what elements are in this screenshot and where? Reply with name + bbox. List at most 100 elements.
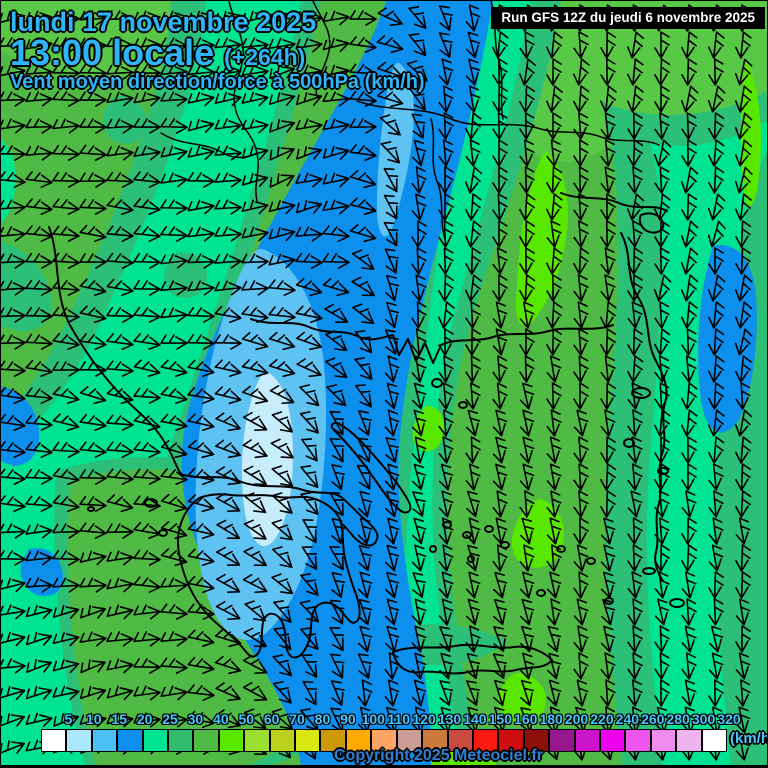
wind-arrow <box>133 685 161 701</box>
wind-arrow <box>300 627 319 650</box>
wind-arrow <box>519 652 535 680</box>
wind-arrow <box>244 708 267 730</box>
wind-arrow <box>133 252 161 269</box>
wind-arrow <box>600 652 616 680</box>
legend-tick-label: 70 <box>289 711 305 727</box>
wind-arrow <box>133 37 161 53</box>
wind-arrow <box>242 654 268 675</box>
wind-arrow <box>735 571 752 599</box>
wind-arrow <box>187 629 215 648</box>
wind-arrow <box>411 625 427 653</box>
wind-arrow <box>133 359 161 378</box>
wind-arrow <box>384 652 400 680</box>
wind-arrow <box>356 464 372 490</box>
wind-arrow <box>653 274 672 302</box>
wind-arrow <box>52 631 80 647</box>
wind-arrow <box>79 253 107 269</box>
wind-arrow <box>654 598 670 626</box>
wind-arrow <box>573 85 590 113</box>
wind-arrow <box>466 544 481 572</box>
wind-arrow <box>492 653 507 679</box>
wind-arrow <box>681 112 697 140</box>
wind-arrow <box>546 301 563 329</box>
wind-arrow <box>600 85 617 113</box>
wind-arrow <box>301 438 318 462</box>
wind-arrow <box>654 112 670 140</box>
wind-arrow <box>384 463 400 491</box>
wind-arrow <box>52 252 80 269</box>
legend-color-cell <box>41 729 67 752</box>
wind-arrow <box>324 303 349 323</box>
wind-arrow <box>268 358 296 378</box>
wind-arrow <box>411 355 427 383</box>
wind-arrow <box>519 463 535 491</box>
wind-arrow <box>654 463 671 491</box>
wind-arrow <box>52 413 80 432</box>
wind-arrow <box>600 112 616 140</box>
wind-arrow <box>160 199 188 215</box>
wind-arrow <box>79 37 107 53</box>
wind-arrow <box>295 305 323 324</box>
wind-arrow <box>735 544 752 572</box>
wind-arrow <box>79 712 107 728</box>
wind-arrow <box>493 679 508 707</box>
wind-arrow <box>627 652 643 680</box>
wind-arrow <box>574 706 589 734</box>
wind-arrow <box>376 35 404 54</box>
wind-arrow <box>385 437 399 464</box>
legend-color-cell <box>244 729 270 752</box>
wind-arrow <box>25 631 53 646</box>
wind-arrow <box>214 253 242 269</box>
wind-arrow <box>546 166 563 194</box>
legend-tick-label: 20 <box>136 711 153 727</box>
wind-arrow <box>25 712 53 728</box>
wind-arrow <box>600 58 616 86</box>
wind-arrow <box>133 604 161 620</box>
wind-arrow <box>627 274 643 302</box>
wind-arrow <box>519 436 535 464</box>
wind-arrow <box>106 278 134 297</box>
wind-arrow <box>272 546 293 569</box>
wind-arrow <box>385 301 400 329</box>
wind-arrow <box>25 333 53 350</box>
wind-arrow <box>160 334 188 350</box>
wind-arrow <box>627 571 643 599</box>
legend-tick-label: 15 <box>111 711 127 727</box>
wind-arrow <box>492 58 508 86</box>
wind-arrow <box>349 118 377 134</box>
wind-arrow <box>546 58 562 86</box>
wind-arrow <box>25 306 53 323</box>
wind-arrow <box>465 247 481 275</box>
wind-arrow <box>627 436 643 464</box>
wind-arrow <box>492 436 508 464</box>
legend-color-cell <box>574 729 600 752</box>
wind-arrow <box>465 571 481 599</box>
wind-arrow <box>160 307 188 323</box>
legend-tick-label: 10 <box>86 711 102 727</box>
wind-arrow <box>385 274 400 302</box>
wind-arrow <box>383 194 399 220</box>
wind-arrow <box>438 220 454 248</box>
wind-arrow <box>52 577 80 593</box>
wind-arrow <box>707 193 726 221</box>
wind-arrow <box>627 382 643 410</box>
wind-arrow <box>133 10 161 26</box>
wind-arrow <box>52 658 80 674</box>
wind-arrow <box>241 226 269 242</box>
wind-arrow <box>215 600 241 621</box>
wind-arrow <box>329 653 345 679</box>
wind-arrow <box>492 544 508 572</box>
wind-arrow <box>546 598 562 626</box>
wind-arrow <box>52 467 80 486</box>
wind-arrow <box>52 685 80 701</box>
wind-arrow <box>358 598 373 626</box>
wind-arrow <box>439 680 453 707</box>
wind-arrow <box>573 274 589 302</box>
wind-arrow <box>272 654 293 677</box>
wind-arrow <box>133 495 161 512</box>
wind-arrow <box>465 85 481 113</box>
wind-arrow <box>380 141 401 164</box>
wind-arrow <box>708 328 725 356</box>
wind-arrow <box>600 517 616 545</box>
